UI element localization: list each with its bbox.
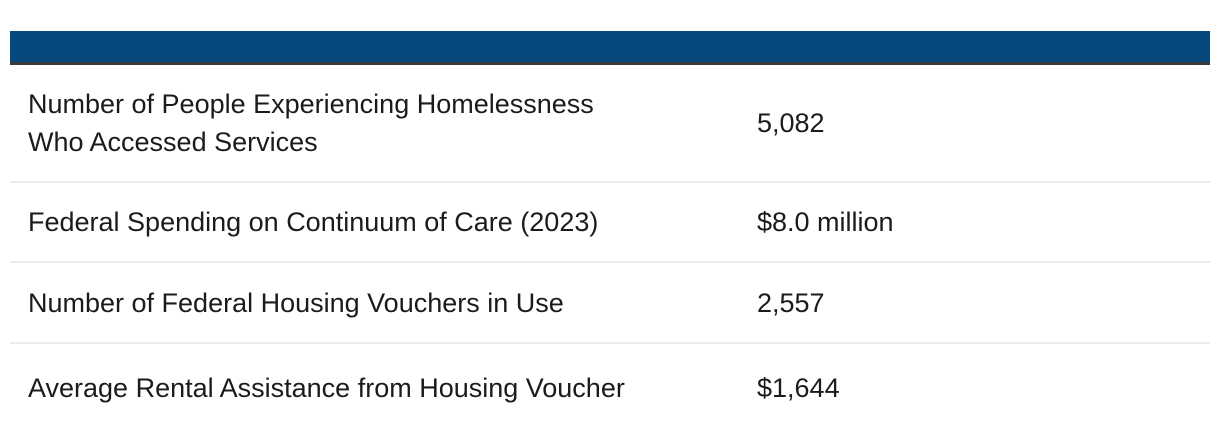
table-row: Number of People Experiencing Homelessne… [10, 65, 1210, 183]
statistics-table: Number of People Experiencing Homelessne… [10, 31, 1210, 432]
stat-value: $1,644 [757, 373, 840, 403]
stat-value: 2,557 [757, 287, 825, 318]
table-row: Federal Spending on Continuum of Care (2… [10, 183, 1210, 263]
stat-label: Number of People Experiencing Homelessne… [28, 89, 594, 157]
table-header-bar [10, 31, 1210, 65]
stat-label: Number of Federal Housing Vouchers in Us… [28, 287, 564, 318]
stat-value: $8.0 million [757, 207, 894, 237]
table-row: Average Rental Assistance from Housing V… [10, 344, 1210, 432]
stat-value: 5,082 [757, 108, 825, 138]
stat-label: Average Rental Assistance from Housing V… [28, 373, 625, 403]
stat-label: Federal Spending on Continuum of Care (2… [28, 207, 599, 237]
table-row: Number of Federal Housing Vouchers in Us… [10, 263, 1210, 344]
